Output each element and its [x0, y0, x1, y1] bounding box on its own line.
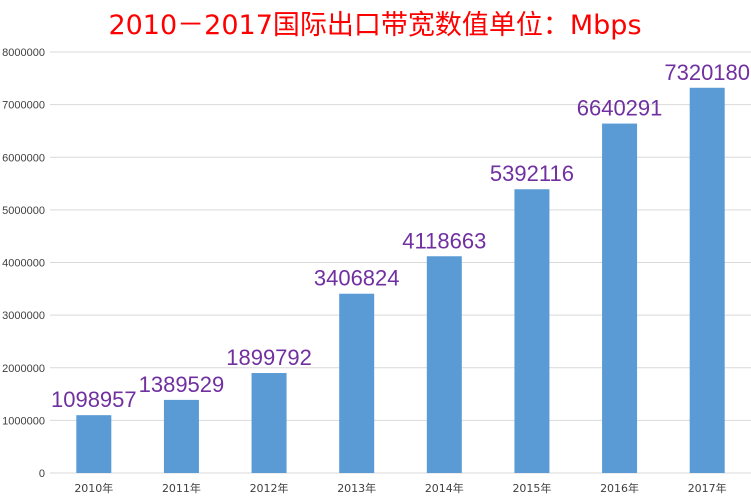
y-tick-label: 1000000	[2, 415, 45, 427]
y-tick-label: 6000000	[2, 152, 45, 164]
data-label: 1389529	[139, 372, 225, 397]
y-tick-label: 0	[39, 468, 45, 480]
data-label: 7320180	[664, 60, 750, 85]
x-tick-label: 2014年	[425, 481, 464, 495]
x-tick-label: 2015年	[512, 481, 551, 495]
x-axis-ticks: 2010年 2011年 2012年 2013年 2014年 2015年 2016年 2017年	[74, 481, 726, 495]
bar	[163, 399, 199, 473]
data-label: 6640291	[577, 96, 663, 121]
bar	[426, 256, 462, 473]
y-tick-label: 3000000	[2, 310, 45, 322]
y-tick-label: 2000000	[2, 363, 45, 375]
bar	[602, 123, 638, 473]
x-tick-label: 2011年	[162, 481, 201, 495]
y-tick-label: 5000000	[2, 205, 45, 217]
x-tick-label: 2016年	[600, 481, 639, 495]
data-label: 4118663	[402, 228, 486, 253]
y-tick-label: 8000000	[2, 47, 45, 59]
x-tick-label: 2010年	[74, 481, 113, 495]
bar	[76, 415, 112, 473]
y-tick-label: 7000000	[2, 100, 45, 112]
data-label: 3406824	[314, 266, 400, 291]
x-tick-label: 2017年	[688, 481, 727, 495]
data-label: 5392116	[490, 161, 574, 186]
bar	[339, 293, 375, 473]
y-tick-label: 4000000	[2, 258, 45, 270]
bar	[251, 373, 287, 473]
bar	[689, 87, 725, 474]
x-tick-label: 2012年	[250, 481, 289, 495]
y-axis-ticks: 0 1000000 2000000 3000000 4000000 5000000 6000…	[2, 47, 45, 480]
chart-title: 2010－2017国际出口带宽数值单位：Mbps	[108, 10, 641, 41]
x-tick-label: 2013年	[337, 481, 376, 495]
bars	[76, 87, 725, 474]
data-label: 1899792	[226, 345, 312, 370]
bar	[514, 189, 550, 473]
data-label: 1098957	[51, 387, 137, 412]
